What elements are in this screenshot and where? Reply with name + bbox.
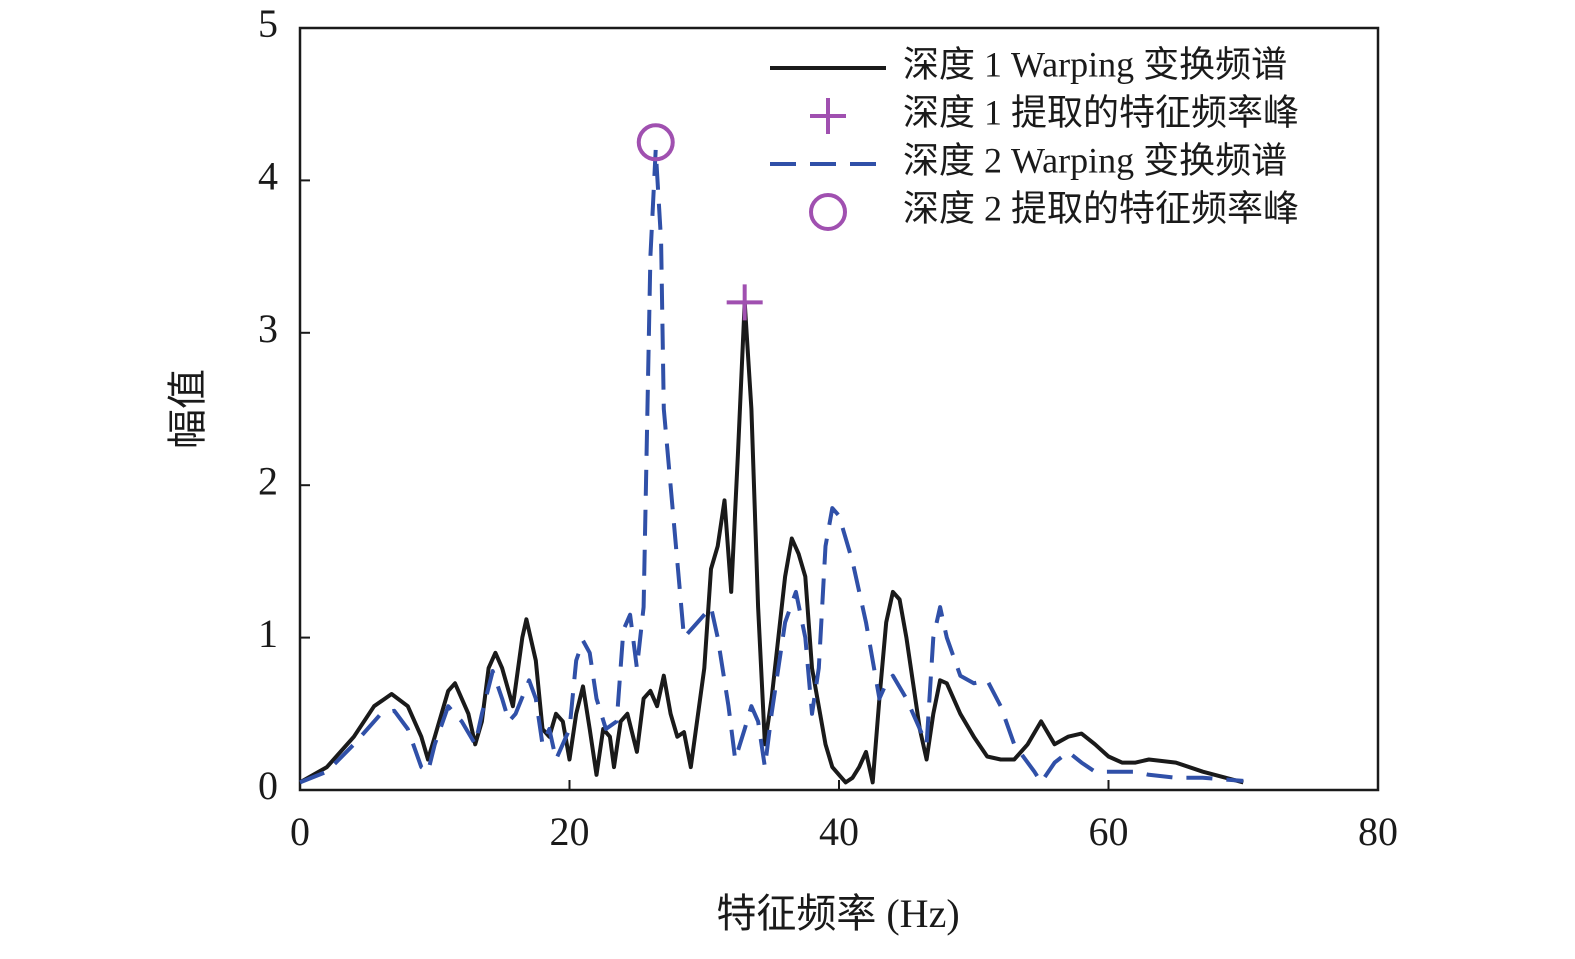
legend-marker <box>809 193 847 231</box>
y-tick-label: 4 <box>258 154 278 199</box>
legend-marker <box>810 98 846 134</box>
y-tick-label: 2 <box>258 458 278 503</box>
x-tick-label: 40 <box>819 809 859 854</box>
legend-label: 深度 2 Warping 变换频谱 <box>903 140 1287 180</box>
legend-label: 深度 1 提取的特征频率峰 <box>903 92 1299 132</box>
x-tick-label: 80 <box>1358 809 1398 854</box>
y-tick-label: 3 <box>258 306 278 351</box>
x-axis-label: 特征频率 (Hz) <box>716 891 959 936</box>
x-tick-label: 60 <box>1089 809 1129 854</box>
spectrum-line <box>299 147 1244 785</box>
spectrum-line <box>299 300 1244 785</box>
x-tick-label: 0 <box>290 809 310 854</box>
x-tick-label: 20 <box>550 809 590 854</box>
legend-label: 深度 1 Warping 变换频谱 <box>903 44 1287 84</box>
peak-marker <box>726 284 763 321</box>
legend-label: 深度 2 提取的特征频率峰 <box>903 188 1299 228</box>
peak-marker <box>636 123 675 162</box>
y-tick-label: 1 <box>258 611 278 656</box>
y-axis-label: 幅值 <box>165 369 210 449</box>
y-tick-label: 0 <box>258 763 278 808</box>
y-tick-label: 5 <box>258 1 278 46</box>
